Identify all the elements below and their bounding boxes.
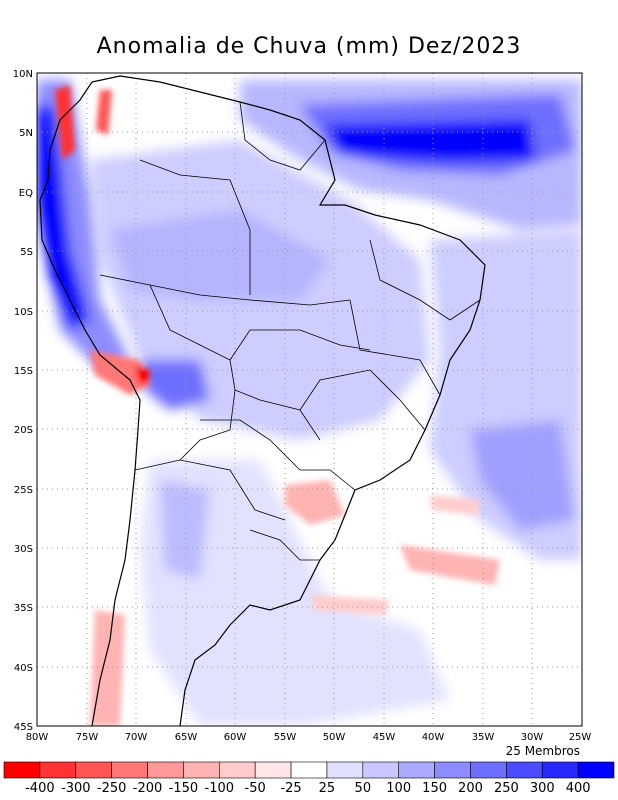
colorbar-label: -250 <box>97 781 127 796</box>
colorbar-swatch <box>111 761 148 779</box>
colorbar-swatch <box>577 761 615 779</box>
anomaly-patch-atlantic-negative-2 <box>310 595 390 615</box>
colorbar-swatch <box>39 761 77 779</box>
colorbar-swatch <box>326 761 364 779</box>
anomaly-patch-altiplano-core <box>135 365 150 385</box>
colorbar-label: -25 <box>280 781 301 796</box>
anomaly-patch-atlantic-negative-3 <box>430 495 480 515</box>
lat-label: 10N <box>13 69 33 80</box>
colorbar-swatch <box>362 761 400 779</box>
lat-label: 20S <box>14 425 33 436</box>
lat-label: EQ <box>19 188 33 199</box>
colorbar-swatch <box>398 761 435 779</box>
lat-label: 30S <box>14 544 33 555</box>
anomaly-patch-colombia-negative <box>55 85 75 160</box>
anomaly-patch-south-atlantic-mid <box>470 420 575 530</box>
anomaly-patch-atlantic-negative-1 <box>400 545 500 585</box>
lon-label: 70W <box>125 732 148 743</box>
colorbar-label: -50 <box>245 781 266 796</box>
lon-label: 75W <box>76 732 99 743</box>
anomaly-patch-patagonia-negative <box>90 610 125 726</box>
colorbar-swatch <box>183 761 220 779</box>
colorbar-label: 250 <box>494 781 519 796</box>
colorbar-swatch <box>3 761 41 779</box>
anomaly-patch-amazon-mid <box>110 210 330 300</box>
lon-label: 60W <box>224 732 247 743</box>
colorbar-label: -300 <box>61 781 91 796</box>
colorbar-swatch <box>506 761 543 779</box>
colorbar-swatch <box>254 761 292 779</box>
colorbar-swatch <box>470 761 507 779</box>
south-america-coastline <box>39 75 486 726</box>
map-title: Anomalia de Chuva (mm) Dez/2023 <box>96 34 522 59</box>
colorbar-label: -400 <box>25 781 55 796</box>
colorbar-label: 25 <box>319 781 336 796</box>
lon-label: 40W <box>422 732 445 743</box>
members-label: 25 Membros <box>505 744 580 758</box>
anomaly-patch-southern-cone-mid <box>160 480 210 580</box>
colorbar-swatch <box>147 761 184 779</box>
colorbar-label: 400 <box>566 781 591 796</box>
lon-label: 55W <box>274 732 297 743</box>
lon-label: 50W <box>323 732 346 743</box>
colorbar-label: 100 <box>386 781 411 796</box>
lat-label: 5S <box>20 247 33 258</box>
lat-label: 35S <box>14 603 33 614</box>
longitude-axis: 80W 75W 70W 65W 60W 55W 50W 45W 40W 35W … <box>26 732 592 743</box>
anomaly-field <box>37 73 582 726</box>
anomaly-patch-south-brazil-negative <box>285 480 345 525</box>
colorbar-label: 300 <box>530 781 555 796</box>
country-borders <box>99 101 481 561</box>
latitude-axis: 10N 5N EQ 5S 10S 15S 20S 25S 30S 35S 40S… <box>13 69 33 733</box>
lat-label: 45S <box>14 722 33 733</box>
lon-label: 25W <box>569 732 592 743</box>
lat-label: 40S <box>14 663 33 674</box>
lat-label: 10S <box>14 307 33 318</box>
anomaly-patch-pacific-coast-core <box>37 100 90 330</box>
colorbar-swatch <box>290 761 328 779</box>
colorbar-swatch <box>218 761 256 779</box>
colorbar-label: -100 <box>205 781 235 796</box>
colorbar: -400 -300 -250 -200 -150 -100 -50 -25 25 50 100 150… <box>3 761 615 796</box>
colorbar-swatch <box>541 761 579 779</box>
anomaly-patch-atlantic-itcz-core <box>325 120 535 162</box>
anomaly-patch-altiplano-negative <box>90 350 150 395</box>
anomaly-patch-southern-cone <box>140 460 450 726</box>
map-frame <box>36 72 583 727</box>
colorbar-label: 150 <box>422 781 447 796</box>
colorbar-label: -200 <box>133 781 163 796</box>
colorbar-label: -150 <box>169 781 199 796</box>
colorbar-swatch <box>434 761 471 779</box>
map-gridlines <box>37 73 582 726</box>
anomaly-patch-bolivia <box>140 360 210 410</box>
lon-label: 30W <box>521 732 544 743</box>
lon-label: 65W <box>175 732 198 743</box>
lon-label: 35W <box>472 732 495 743</box>
lon-label: 80W <box>26 732 49 743</box>
lat-label: 5N <box>19 128 33 139</box>
lat-label: 25S <box>14 485 33 496</box>
lat-label: 15S <box>14 366 33 377</box>
lon-label: 45W <box>373 732 396 743</box>
colorbar-swatch <box>75 761 112 779</box>
anomaly-patch-colombia-negative-east <box>96 90 112 135</box>
colorbar-label: 50 <box>355 781 372 796</box>
colorbar-label: 200 <box>458 781 483 796</box>
